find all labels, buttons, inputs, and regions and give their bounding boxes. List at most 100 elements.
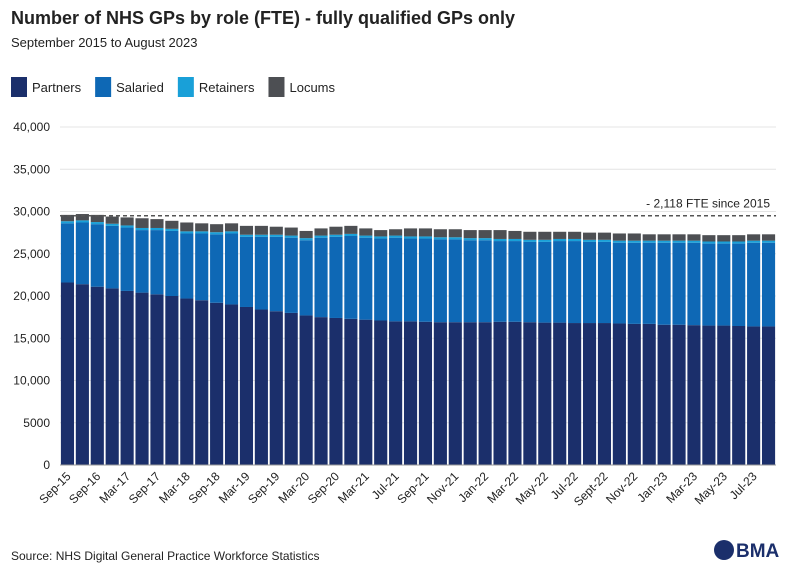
bar-segment: [553, 231, 567, 239]
bar-segment: [463, 240, 477, 323]
bar-segment: [582, 232, 597, 240]
bar-segment: [747, 326, 761, 465]
x-tick-label: Mar-18: [156, 469, 193, 506]
chart-title: Number of NHS GPs by role (FTE) - fully …: [11, 8, 515, 28]
chart-subtitle: September 2015 to August 2023: [11, 35, 197, 50]
bar-segment: [553, 241, 567, 323]
bar-segment: [627, 242, 641, 324]
bar-segment: [403, 321, 418, 465]
bar-segment: [568, 231, 582, 239]
bar-segment: [597, 239, 612, 242]
bar-segment: [761, 242, 776, 327]
bar-segment: [90, 286, 104, 465]
bar-segment: [717, 243, 731, 326]
bar-segment: [433, 237, 447, 240]
bar-segment: [717, 241, 731, 244]
bar-segment: [478, 240, 492, 323]
bar-segment: [389, 229, 403, 236]
bar-segment: [433, 229, 447, 238]
bar-segment: [538, 239, 552, 242]
bar-segment: [612, 233, 626, 241]
bar-segment: [254, 236, 268, 310]
bar-segment: [642, 323, 656, 465]
bar-segment: [478, 230, 492, 239]
bar-segment: [224, 304, 239, 465]
legend-swatch: [95, 77, 112, 97]
bar-segment: [269, 236, 283, 312]
bar-segment: [120, 225, 134, 228]
bar-segment: [329, 236, 343, 318]
bar-segment: [120, 290, 134, 465]
bar-segment: [165, 228, 179, 231]
bar-segment: [687, 325, 701, 465]
bar-segment: [239, 306, 254, 465]
bar-segment: [135, 227, 149, 231]
bar-segment: [523, 231, 537, 240]
bar-segment: [687, 240, 701, 243]
bar-segment: [717, 235, 731, 242]
bar-segment: [523, 241, 537, 323]
bar-segment: [105, 223, 119, 226]
bar-segment: [210, 232, 224, 235]
bar-segment: [210, 234, 224, 303]
bar-segment: [672, 324, 686, 465]
bar-segment: [195, 300, 209, 465]
bar-segment: [672, 240, 686, 243]
x-tick-label: Jan-23: [634, 469, 670, 505]
bar-segment: [389, 321, 403, 465]
bar-segment: [359, 237, 373, 320]
bar-segment: [359, 235, 373, 238]
bar-segment: [150, 230, 164, 295]
bar-segment: [299, 240, 313, 316]
legend-label: Locums: [289, 80, 335, 95]
bar-segment: [90, 224, 104, 287]
bar-segment: [120, 227, 134, 291]
bar-segment: [732, 325, 746, 465]
bar-segment: [329, 234, 343, 237]
bar-segment: [612, 240, 626, 243]
legend-swatch: [268, 77, 285, 97]
bar-segment: [284, 312, 298, 465]
bar-segment: [463, 230, 477, 239]
bar-segment: [105, 288, 119, 465]
x-tick-label: Sep-17: [126, 469, 163, 506]
bar-segment: [374, 238, 388, 321]
bar-segment: [90, 214, 104, 223]
bar-segment: [672, 242, 686, 325]
y-tick-label: 15,000: [13, 331, 50, 345]
bar-segment: [239, 225, 254, 235]
bar-segment: [180, 222, 194, 232]
bar-segment: [254, 234, 268, 237]
bar-segment: [582, 241, 597, 324]
bar-segment: [239, 236, 254, 307]
bar-segment: [299, 315, 313, 465]
y-tick-label: 20,000: [13, 289, 50, 303]
bar-segment: [493, 238, 507, 242]
bar-segment: [448, 237, 462, 240]
x-tick-label: Sep-15: [36, 469, 73, 506]
bar-segment: [60, 221, 75, 224]
reference-label: - 2,118 FTE since 2015: [646, 197, 770, 211]
bar-segment: [254, 225, 268, 235]
bar-segment: [314, 237, 328, 318]
bar-segment: [329, 226, 343, 235]
x-tick-label: Nov-22: [603, 469, 640, 506]
bar-segment: [568, 238, 582, 242]
bar-segment: [702, 235, 716, 242]
bar-segment: [538, 241, 552, 323]
source: Source: NHS Digital General Practice Wor…: [11, 549, 320, 563]
bar-segment: [568, 241, 582, 324]
legend-label: Retainers: [199, 80, 255, 95]
logo-icon: [714, 540, 734, 560]
bar-segment: [224, 223, 239, 232]
bar-segment: [403, 236, 418, 239]
bar-segment: [597, 241, 612, 324]
bar-segment: [508, 230, 522, 239]
bar-segment: [508, 321, 522, 465]
bar-segment: [180, 233, 194, 299]
bar-segment: [239, 234, 254, 237]
bar-segment: [627, 233, 641, 241]
bar-segment: [165, 230, 179, 296]
y-tick-label: 35,000: [13, 162, 50, 176]
